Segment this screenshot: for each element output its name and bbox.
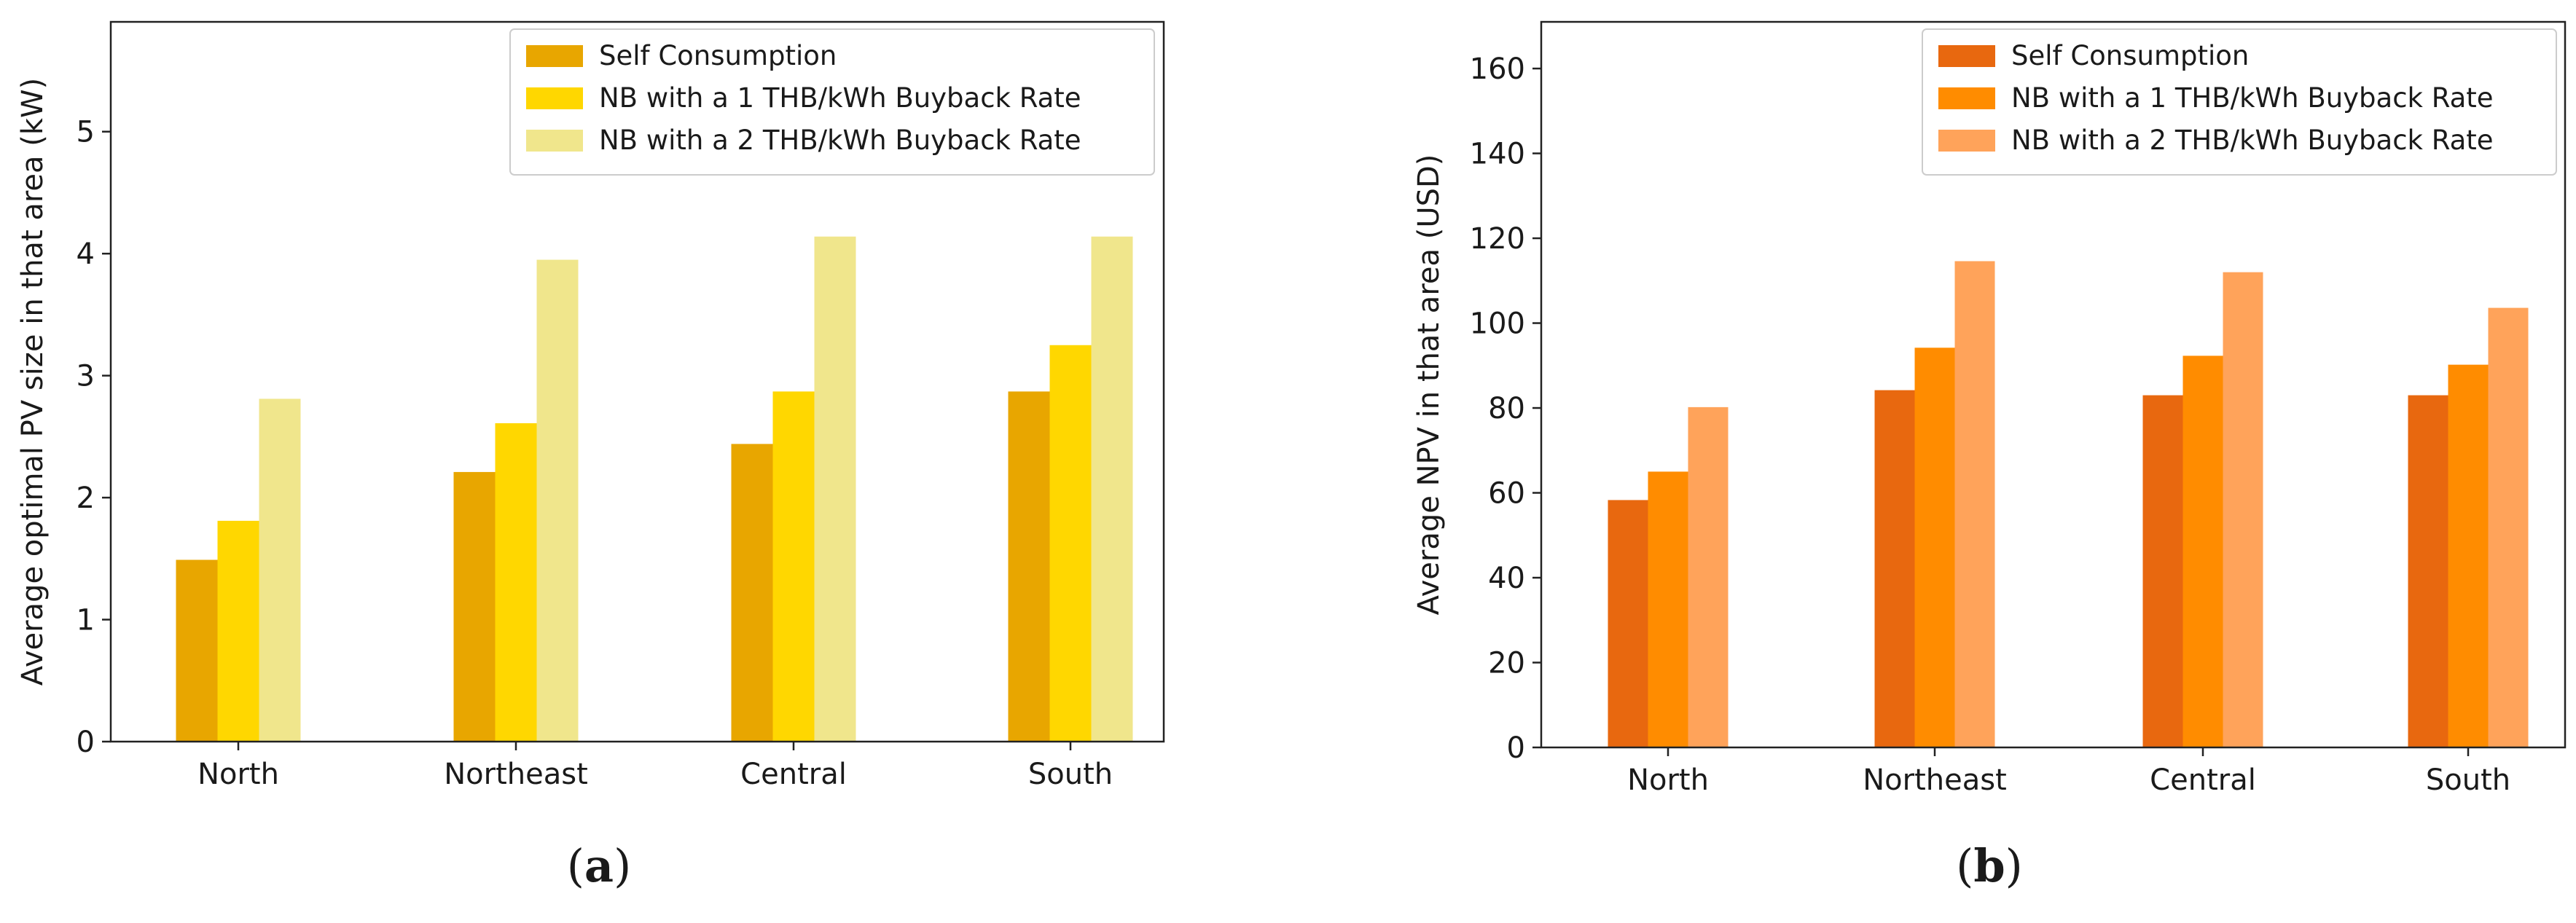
legend-entry-1: Self Consumption [599,40,837,71]
plot-frame [109,20,1165,743]
bar-a-northeast-series-2 [495,423,537,742]
y-tick-label: 0 [1507,731,1525,765]
x-tick-label-south: South [2426,763,2510,797]
bar-a-north-series-2 [217,520,259,742]
legend-swatch-1 [1938,45,1995,67]
legend-swatch-3 [526,130,583,152]
bar-b-south-series-3 [2488,307,2529,747]
y-tick-label: 140 [1470,138,1525,171]
chart-panel-b: 0 20 40 60 80 100 120 140 160 North Northeast Centr… [1412,20,2567,892]
legend: Self Consumption NB with a 1 THB/kWh Buyb… [1922,28,2557,176]
bar-b-northeast-series-1 [1874,390,1915,747]
y-tick-label: 5 [77,116,95,149]
y-tick-label: 40 [1488,562,1525,595]
x-tick-label-central: Central [2150,763,2256,797]
legend-entry-1: Self Consumption [2011,40,2249,71]
bar-a-central-series-3 [814,236,856,742]
legend-entry-3: NB with a 2 THB/kWh Buyback Rate [2011,125,2494,156]
bar-b-central-series-2 [2182,356,2223,748]
legend-swatch-2 [526,87,583,109]
bar-a-northeast-series-1 [453,471,496,742]
legend-entry-2: NB with a 1 THB/kWh Buyback Rate [599,82,1081,114]
chart-panel-a: 0 1 2 3 4 5 North Northeast Central South Average … [16,20,1165,892]
x-tick-label-south: South [1028,758,1113,791]
y-axis-label: Average NPV in that area (USD) [1412,154,1446,616]
y-tick-label: 4 [77,237,95,271]
legend-box [1922,28,2557,176]
x-tick-label-central: Central [740,758,847,791]
y-tick-label: 0 [77,726,95,759]
bar-a-central-series-1 [731,444,773,742]
bar-b-northeast-series-3 [1954,261,1995,747]
y-tick-label: 100 [1470,307,1525,341]
bar-b-central-series-1 [2142,395,2183,747]
legend-swatch-1 [526,45,583,67]
legend-swatch-3 [1938,130,1995,152]
y-tick-label: 3 [77,360,95,393]
panel-label: (b) [1956,839,2023,892]
plot-frame [1540,20,2567,749]
bar-a-south-series-1 [1008,391,1050,742]
y-tick-label: 60 [1488,477,1525,511]
bar-b-northeast-series-2 [1914,347,1955,748]
legend-box [509,28,1155,176]
x-tick-label-northeast: Northeast [1863,763,2007,797]
x-tick-label-north: North [1627,763,1709,797]
bar-b-south-series-1 [2408,395,2448,747]
panel-label: (a) [567,839,632,892]
y-tick-label: 160 [1470,52,1525,86]
legend-entry-2: NB with a 1 THB/kWh Buyback Rate [2011,82,2494,114]
bar-b-north-series-1 [1608,500,1648,747]
x-tick-label-north: North [197,758,279,791]
legend-swatch-2 [1938,87,1995,109]
y-axis-label: Average optimal PV size in that area (kW… [16,78,50,686]
bar-b-central-series-3 [2223,272,2263,747]
bar-b-north-series-2 [1648,471,1688,747]
bar-a-northeast-series-3 [536,259,579,742]
y-tick-label: 20 [1488,647,1525,680]
x-tick-label-northeast: Northeast [444,758,588,791]
bar-a-south-series-2 [1049,345,1092,742]
bar-b-south-series-2 [2448,364,2489,747]
bar-b-north-series-3 [1688,406,1729,747]
y-tick-label: 1 [77,604,95,637]
y-tick-label: 80 [1488,392,1525,425]
legend: Self Consumption NB with a 1 THB/kWh Buyb… [509,28,1155,176]
bar-a-north-series-1 [176,559,218,742]
y-tick-label: 2 [77,482,95,515]
bar-a-central-series-2 [772,391,815,742]
bar-a-south-series-3 [1091,236,1133,742]
bar-a-north-series-3 [259,398,301,742]
y-tick-label: 120 [1470,222,1525,256]
legend-entry-3: NB with a 2 THB/kWh Buyback Rate [599,125,1081,156]
